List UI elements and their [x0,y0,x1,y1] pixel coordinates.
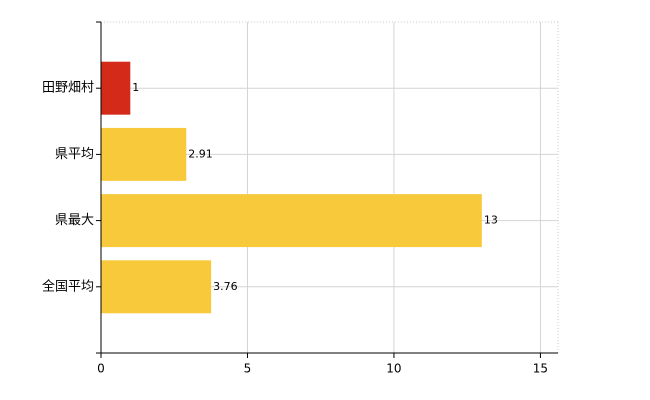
value-label: 3.76 [213,280,238,293]
y-tick-label: 全国平均 [42,278,94,294]
x-tick-label: 0 [97,362,105,376]
y-tick-label: 県平均 [55,147,94,162]
value-label: 2.91 [188,147,213,160]
bar [101,127,187,181]
x-tick-label: 5 [244,362,252,376]
bar [101,260,212,314]
y-tick-label: 田野畑村 [42,81,94,96]
x-tick-label: 10 [386,362,401,376]
y-tick-label: 県最大 [55,213,94,228]
bar [101,194,482,248]
x-tick-label: 15 [533,362,548,376]
value-label: 13 [484,214,498,227]
bar [101,61,131,115]
value-label: 1 [132,81,139,94]
